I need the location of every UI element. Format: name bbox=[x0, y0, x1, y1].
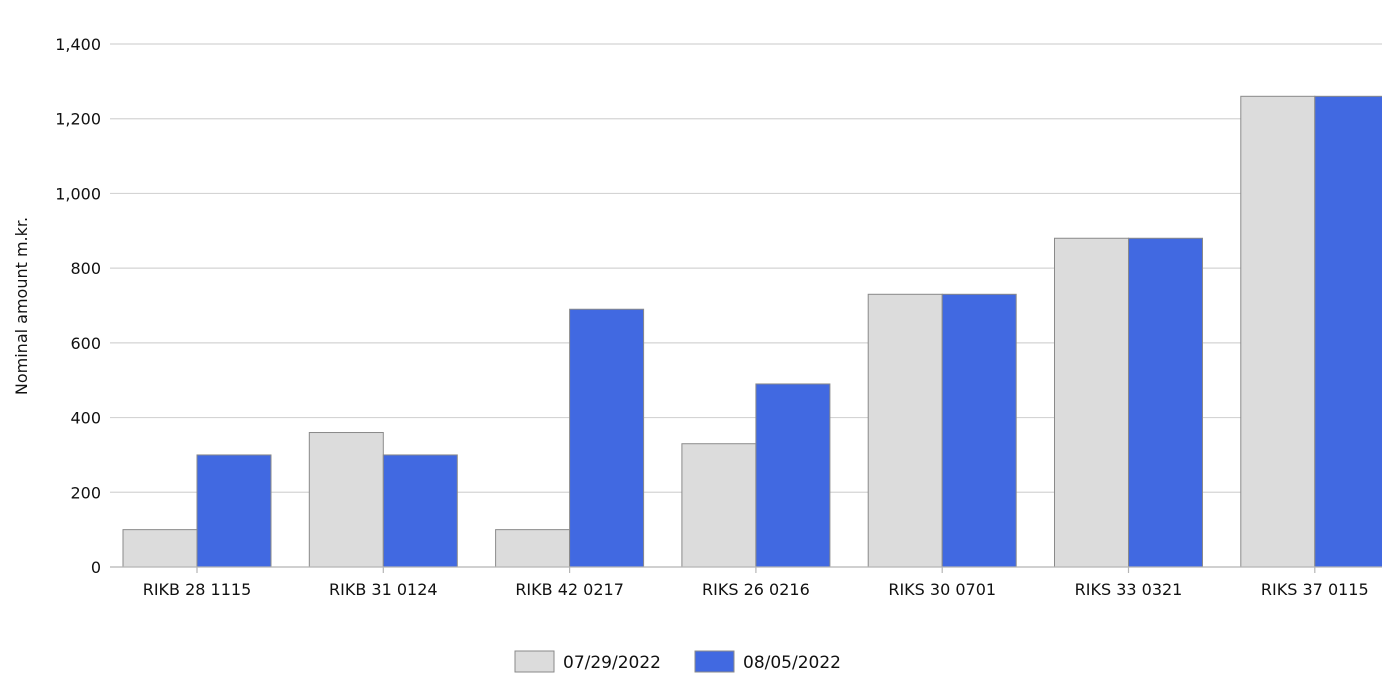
legend: 07/29/2022 08/05/2022 bbox=[514, 650, 841, 673]
bar-series-2[interactable] bbox=[755, 383, 831, 568]
bar-series-1[interactable] bbox=[495, 529, 571, 568]
bars bbox=[122, 95, 1382, 568]
x-axis-ticks: RIKB 28 1115 RIKB 31 0124 RIKB 42 0217 RIKS… bbox=[143, 567, 1369, 599]
y-tick-label: 800 bbox=[70, 259, 101, 278]
y-tick-label: 1,000 bbox=[55, 184, 101, 203]
bar-series-1[interactable] bbox=[308, 432, 384, 568]
y-tick-label: 400 bbox=[70, 409, 101, 428]
legend-swatch[interactable] bbox=[694, 650, 735, 673]
legend-label[interactable]: 07/29/2022 bbox=[563, 653, 661, 673]
bar-series-1[interactable] bbox=[122, 529, 198, 568]
gridlines bbox=[110, 43, 1382, 493]
bar-series-1[interactable] bbox=[867, 293, 943, 568]
y-tick-label: 0 bbox=[91, 558, 101, 577]
bar-series-1[interactable] bbox=[1054, 237, 1129, 568]
x-tick-label: RIKB 42 0217 bbox=[515, 580, 624, 599]
y-axis-label: Nominal amount m.kr. bbox=[12, 217, 31, 395]
legend-label[interactable]: 08/05/2022 bbox=[743, 653, 841, 673]
x-tick-label: RIKB 28 1115 bbox=[143, 580, 252, 599]
bar-series-2[interactable] bbox=[569, 308, 645, 568]
y-tick-label: 600 bbox=[70, 334, 101, 353]
y-axis-ticks: 0 200 400 600 800 1,000 1,200 1,400 bbox=[55, 35, 101, 577]
x-tick-label: RIKB 31 0124 bbox=[329, 580, 438, 599]
bar-series-1[interactable] bbox=[1240, 95, 1316, 568]
x-tick-label: RIKS 37 0115 bbox=[1261, 580, 1369, 599]
x-tick-label: RIKS 30 0701 bbox=[888, 580, 996, 599]
y-tick-label: 200 bbox=[70, 483, 101, 502]
bar-series-2[interactable] bbox=[941, 293, 1017, 568]
x-tick-label: RIKS 26 0216 bbox=[702, 580, 810, 599]
y-tick-label: 1,200 bbox=[55, 110, 101, 129]
bar-series-2[interactable] bbox=[196, 454, 272, 568]
bar-series-2[interactable] bbox=[1314, 95, 1382, 568]
y-tick-label: 1,400 bbox=[55, 35, 101, 54]
bar-series-2[interactable] bbox=[1128, 237, 1203, 568]
legend-swatch[interactable] bbox=[514, 650, 555, 673]
bar-series-2[interactable] bbox=[382, 454, 458, 568]
x-tick-label: RIKS 33 0321 bbox=[1075, 580, 1183, 599]
bar-series-1[interactable] bbox=[681, 443, 757, 568]
